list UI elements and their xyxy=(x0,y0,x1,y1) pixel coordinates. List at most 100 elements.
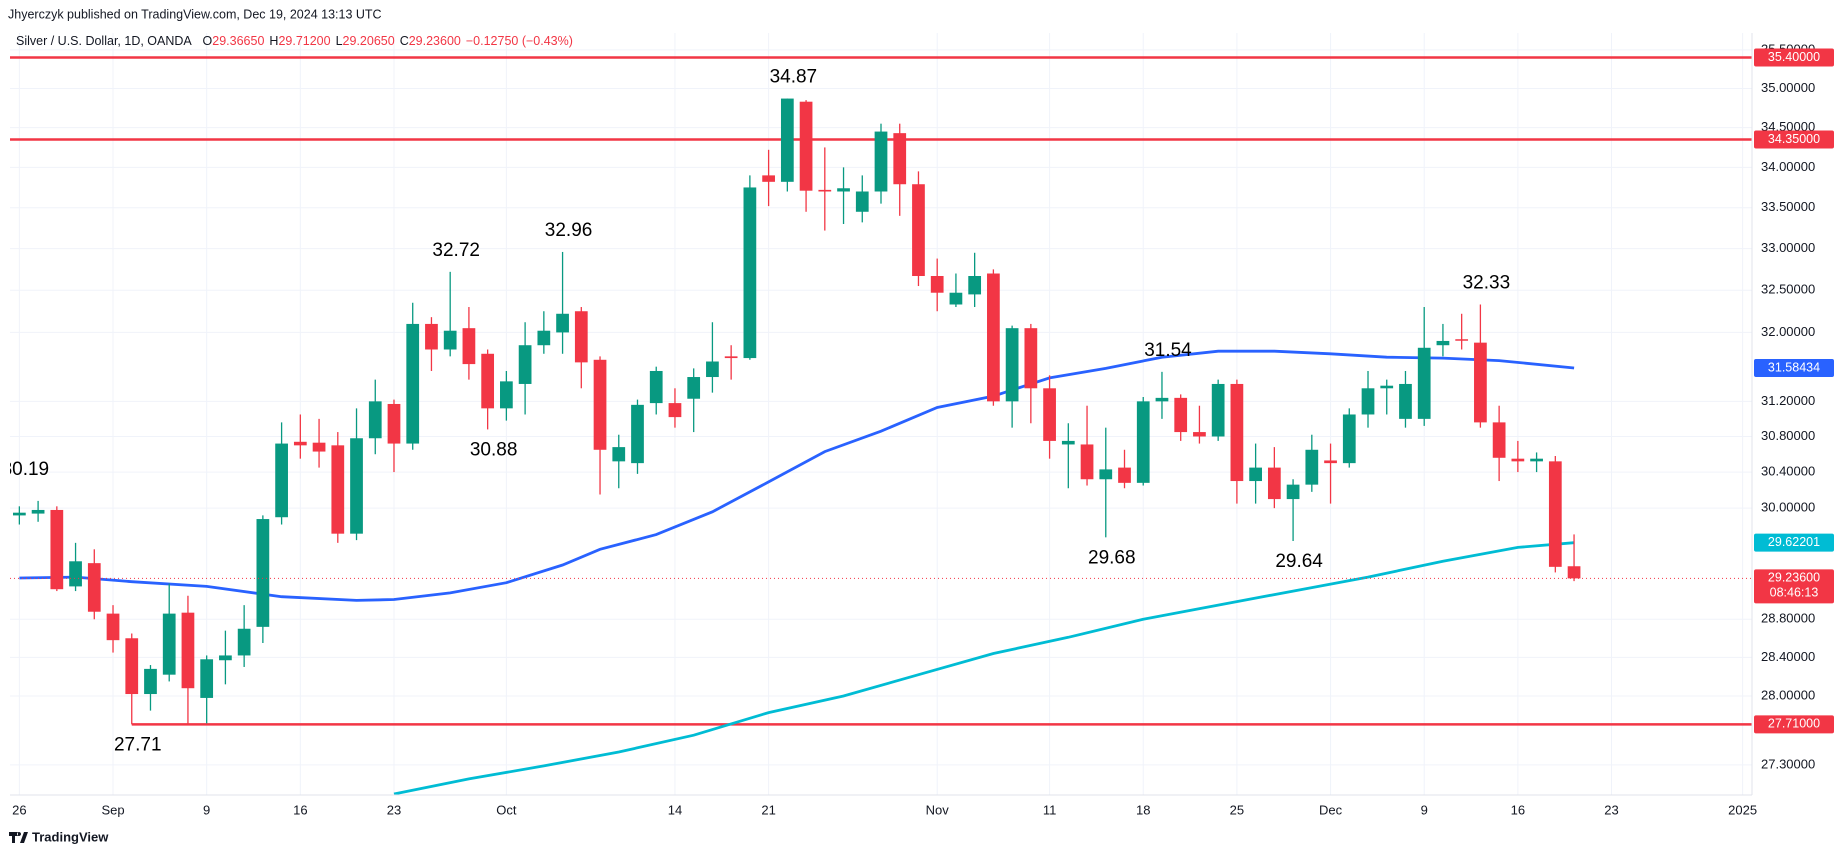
countdown: 08:46:13 xyxy=(1770,586,1819,600)
candle-body xyxy=(706,361,719,378)
candle-body xyxy=(874,131,888,192)
candle-body xyxy=(1174,397,1188,433)
x-tick-label: 11 xyxy=(1043,802,1057,817)
candle-body xyxy=(12,512,26,516)
candle-body xyxy=(200,659,214,698)
price-annotation: 34.87 xyxy=(770,67,818,88)
candle-body xyxy=(387,403,401,444)
candle-body xyxy=(125,638,139,695)
moving-average-line xyxy=(19,349,1575,602)
candle-body xyxy=(1399,383,1412,419)
brand-name: TradingView xyxy=(32,829,109,844)
level-tag-bg xyxy=(1754,48,1834,67)
symbol-title: Silver / U.S. Dollar, 1D, OANDA xyxy=(16,34,192,48)
candle-body xyxy=(1455,339,1469,341)
candle-body xyxy=(219,655,232,661)
ohlc-value: 29.20650 xyxy=(343,34,395,48)
candle-body xyxy=(443,330,457,350)
x-tick-label: Dec xyxy=(1319,802,1343,817)
x-tick-label: 16 xyxy=(1511,802,1525,817)
candle-body xyxy=(275,443,288,518)
candle-body xyxy=(743,187,757,359)
price-annotation: 32.96 xyxy=(545,220,593,241)
ohlc-key: C xyxy=(400,34,409,48)
candle-body xyxy=(162,613,176,675)
symbol-legend: Silver / U.S. Dollar, 1D, OANDA O29.3665… xyxy=(16,34,573,48)
ohlc-key: L xyxy=(336,34,343,48)
y-tick-label: 32.50000 xyxy=(1761,282,1815,297)
level-tag-bg xyxy=(1754,715,1834,734)
candle-body xyxy=(144,668,157,695)
candle-body xyxy=(1211,383,1225,437)
y-tick-label: 33.50000 xyxy=(1761,199,1815,214)
candle-body xyxy=(1249,467,1262,482)
y-tick-label: 28.00000 xyxy=(1761,687,1815,702)
x-tick-label: 9 xyxy=(203,802,210,817)
candle-body xyxy=(987,273,1000,402)
candle-body xyxy=(1492,422,1506,458)
last-price-tag-bg xyxy=(1754,569,1834,604)
price-annotation: 30.19 xyxy=(2,459,50,480)
candle-body xyxy=(593,359,607,450)
candle-body xyxy=(106,613,120,641)
y-tick-label: 34.50000 xyxy=(1761,119,1815,134)
x-tick-label: 23 xyxy=(387,802,401,817)
candle-body xyxy=(237,628,251,656)
candle-body xyxy=(724,356,738,359)
plot-area: 30.19 27.71 32.72 30.88 32.96 34.87 31.54 29.68… xyxy=(2,56,1752,795)
y-tick-label: 34.00000 xyxy=(1761,159,1815,174)
price-annotation: 32.72 xyxy=(432,240,480,261)
x-tick-label: 16 xyxy=(293,802,307,817)
axes: 27.30000 28.00000 28.40000 28.80000 30.00000… xyxy=(12,41,1834,817)
candle-body xyxy=(69,561,82,587)
candle-body xyxy=(668,403,682,418)
candle-body xyxy=(1567,566,1581,579)
candle-body xyxy=(481,353,495,409)
candle-body xyxy=(1043,388,1056,441)
price-annotation: 32.33 xyxy=(1463,273,1511,294)
price-annotation: 29.64 xyxy=(1275,551,1323,572)
candle-body xyxy=(1342,414,1356,464)
ma-tag-bg xyxy=(1754,533,1834,552)
ma-tag: 31.58434 xyxy=(1768,360,1820,374)
candle-body xyxy=(1061,440,1075,445)
y-tick-label: 30.00000 xyxy=(1761,500,1815,515)
y-tick-label: 28.80000 xyxy=(1761,611,1815,626)
candle-body xyxy=(1417,347,1431,419)
candle-body xyxy=(818,189,832,192)
candle-body xyxy=(500,381,513,409)
candle-body xyxy=(1080,444,1094,480)
candle-body xyxy=(1474,342,1487,423)
candle-body xyxy=(1548,461,1562,567)
y-tick-label: 31.20000 xyxy=(1761,393,1815,408)
candle-body xyxy=(574,311,588,363)
x-tick-label: 2025 xyxy=(1728,802,1757,817)
price-annotation: 30.88 xyxy=(470,439,518,460)
candle-body xyxy=(1136,401,1150,483)
candle-body xyxy=(949,292,963,305)
x-tick-label: 26 xyxy=(12,802,26,817)
candle-body xyxy=(1118,467,1131,483)
y-tick-label: 33.00000 xyxy=(1761,240,1815,255)
candle-body xyxy=(462,328,476,365)
y-tick-label: 35.00000 xyxy=(1761,80,1815,95)
candle-body xyxy=(1286,484,1300,500)
x-tick-label: 18 xyxy=(1136,802,1150,817)
y-tick-label: 32.00000 xyxy=(1761,324,1815,339)
ohlc-value: 29.71200 xyxy=(278,34,330,48)
candle-body xyxy=(1380,385,1394,389)
candle-body xyxy=(1530,458,1543,462)
x-tick-label: Oct xyxy=(496,802,517,817)
candle-body xyxy=(1436,340,1450,346)
price-annotation: 27.71 xyxy=(114,734,162,755)
candle-body xyxy=(631,404,644,464)
candle-body xyxy=(1099,469,1113,480)
level-tag: 34.35000 xyxy=(1768,132,1820,146)
candle-body xyxy=(1305,449,1319,485)
candle-body xyxy=(780,98,794,182)
price-annotation: 31.54 xyxy=(1144,340,1192,361)
moving-average-line xyxy=(393,541,1575,795)
candle-body xyxy=(312,442,326,452)
level-tag-bg xyxy=(1754,130,1834,149)
